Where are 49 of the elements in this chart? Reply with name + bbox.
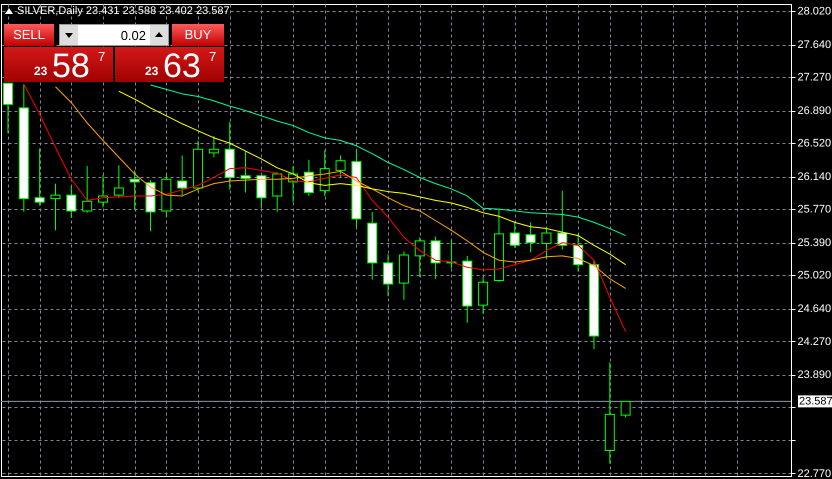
line-series [150, 84, 626, 236]
y-tick-label: 24.640 [798, 303, 832, 316]
y-tick-label: 25.390 [798, 237, 832, 250]
line-series [54, 86, 626, 289]
y-tick-label: 25.020 [798, 270, 832, 282]
candlestick [272, 172, 282, 212]
candlestick [256, 175, 266, 209]
candlestick [34, 148, 45, 206]
y-tick-label: 26.520 [798, 138, 832, 150]
candlestick [383, 254, 394, 297]
annotation: 23 [34, 64, 48, 78]
candlestick [526, 222, 536, 253]
y-tick-label: 25.770 [798, 204, 832, 216]
candlestick [50, 183, 60, 231]
line-series [118, 90, 626, 266]
candlestick [414, 236, 425, 278]
annotation: SELL [4, 24, 54, 46]
line-series [23, 84, 626, 332]
annotation: 7 [98, 49, 106, 64]
chart-title: SILVER,Daily 23.431 23.588 23.402 23.587 [17, 5, 230, 17]
annotation: 0.02 [120, 28, 146, 43]
y-tick-label: 26.140 [798, 171, 832, 184]
annotation: 23 [145, 64, 158, 78]
candlestick [82, 166, 92, 214]
candlestick [510, 221, 520, 248]
candlestick [620, 400, 631, 418]
annotation: 63 [163, 47, 201, 86]
candlestick [114, 164, 124, 198]
y-tick-label: 26.890 [798, 105, 832, 118]
candlestick [557, 190, 568, 250]
candlestick [240, 150, 251, 193]
candlestick [177, 154, 188, 196]
candlestick [430, 236, 441, 280]
candlestick [208, 136, 219, 158]
ref-line-label: 23.587 [799, 395, 832, 408]
candlestick [66, 186, 76, 218]
y-tick-label: 24.270 [798, 336, 832, 348]
candlestick [478, 276, 488, 314]
annotation: 58 [52, 47, 90, 86]
y-tick-label: 27.640 [798, 39, 832, 52]
candlestick [336, 154, 346, 178]
y-tick-label: 23.890 [798, 369, 832, 382]
y-tick-label: 22.770 [798, 468, 832, 479]
annotation: 7 [209, 49, 216, 64]
candlestick [541, 226, 552, 259]
y-tick-label: 28.020 [798, 6, 832, 18]
candlestick [130, 170, 140, 211]
y-tick-label: 27.270 [798, 72, 832, 84]
annotation: BUY [172, 24, 224, 46]
